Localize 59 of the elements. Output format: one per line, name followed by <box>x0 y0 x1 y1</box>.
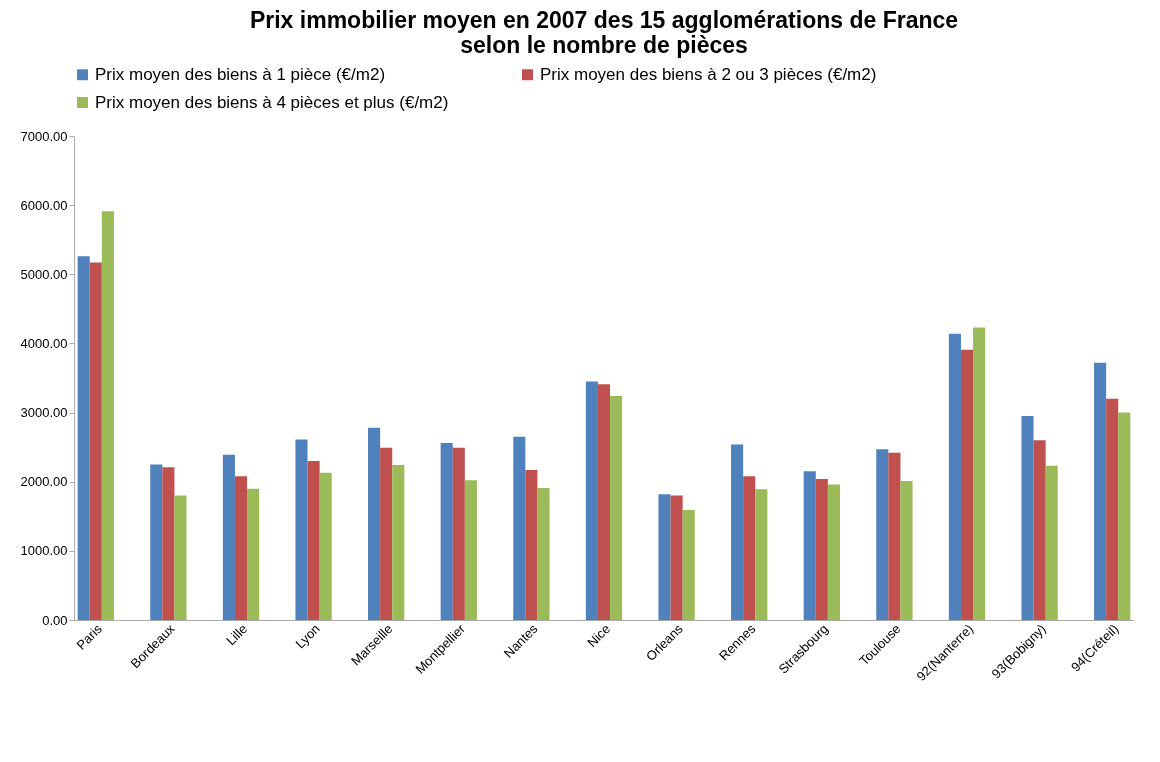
bar <box>815 478 828 620</box>
bar <box>525 469 538 620</box>
y-tick-label: 7000.00 <box>20 128 68 144</box>
bar <box>1033 440 1046 620</box>
bar <box>319 472 332 620</box>
chart-title: Prix immobilier moyen en 2007 des 15 agglomérations de France selon le nombre de pièces <box>249 7 959 58</box>
y-tick-label: 2000.00 <box>20 474 68 490</box>
bar <box>368 427 381 620</box>
bar <box>682 510 695 620</box>
bar <box>392 465 405 620</box>
bar <box>77 256 90 620</box>
y-tick-label: 1000.00 <box>20 543 68 559</box>
bar <box>1021 416 1034 620</box>
bar <box>1118 412 1131 620</box>
bar <box>307 460 320 620</box>
y-tick-label: 5000.00 <box>20 266 68 282</box>
bar <box>222 454 235 620</box>
bar <box>464 480 477 620</box>
bar <box>670 495 683 620</box>
legend-label: Prix moyen des biens à 4 pièces et plus (€/m2) <box>95 92 449 112</box>
bar <box>101 211 114 620</box>
y-tick-label: 4000.00 <box>20 335 68 351</box>
bar <box>900 481 913 620</box>
bar <box>610 395 623 620</box>
bar <box>1094 362 1107 620</box>
bar <box>973 327 986 620</box>
bar <box>247 488 260 620</box>
bar <box>960 349 974 620</box>
bar <box>1106 398 1119 620</box>
bar <box>597 384 611 620</box>
bar <box>731 444 744 620</box>
bar <box>452 447 465 620</box>
bar <box>876 449 889 620</box>
bar <box>89 262 102 620</box>
bar <box>162 467 175 620</box>
bar <box>537 487 550 620</box>
bar <box>150 464 163 620</box>
bar <box>803 471 816 620</box>
legend-label: Prix moyen des biens à 1 pièce (€/m2) <box>95 64 386 84</box>
bar <box>380 447 393 620</box>
bar <box>948 333 961 620</box>
bar <box>1045 465 1058 620</box>
x-tick-label: Lille <box>223 621 251 649</box>
y-tick-label: 6000.00 <box>20 197 68 213</box>
bar <box>585 381 598 620</box>
x-tick-label: Nice <box>584 621 614 651</box>
bar <box>827 484 840 620</box>
legend-label: Prix moyen des biens à 2 ou 3 pièces (€/m2) <box>540 64 877 84</box>
bar <box>658 494 671 620</box>
y-tick-label: 3000.00 <box>20 405 68 421</box>
bar <box>888 452 901 620</box>
bar <box>234 476 248 620</box>
y-tick-label: 0.00 <box>42 612 68 628</box>
bar <box>174 495 187 620</box>
bar <box>440 442 453 620</box>
bar <box>513 436 526 620</box>
bar <box>295 439 308 620</box>
bar <box>743 476 756 620</box>
bar <box>755 489 768 620</box>
